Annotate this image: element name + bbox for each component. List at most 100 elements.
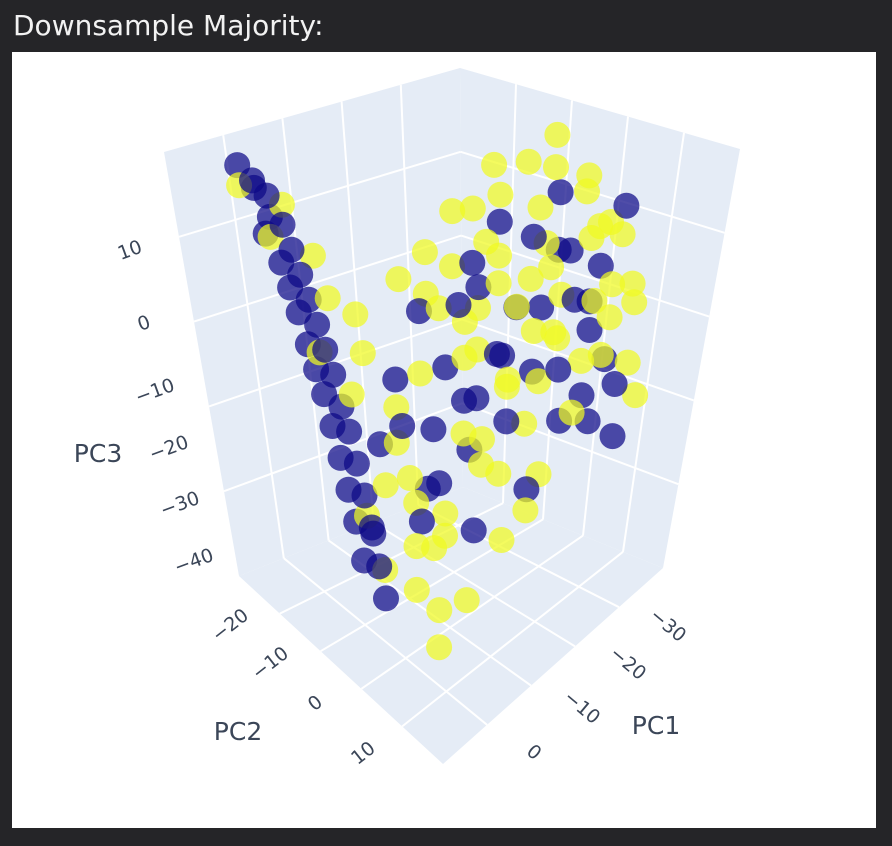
data-point[interactable]: [459, 195, 486, 222]
data-point[interactable]: [373, 585, 399, 612]
data-point[interactable]: [558, 399, 585, 426]
data-point[interactable]: [512, 497, 539, 524]
data-point[interactable]: [295, 286, 322, 313]
data-point[interactable]: [343, 450, 370, 477]
data-point[interactable]: [366, 553, 393, 580]
data-point[interactable]: [407, 360, 434, 387]
data-point[interactable]: [599, 271, 626, 298]
data-point[interactable]: [304, 311, 331, 338]
data-point[interactable]: [320, 361, 347, 388]
data-point[interactable]: [543, 154, 569, 181]
grid-line: [622, 132, 685, 552]
plot-area[interactable]: 10 0 −10 −20 −30 −40 PC3 −20 −10 0 10 PC2 −30 −20 −10 0…: [12, 52, 876, 828]
data-point[interactable]: [493, 408, 520, 435]
data-point[interactable]: [503, 293, 530, 320]
data-point[interactable]: [609, 221, 636, 248]
data-point[interactable]: [528, 294, 555, 321]
data-point[interactable]: [312, 336, 339, 363]
data-point[interactable]: [426, 634, 453, 661]
data-point[interactable]: [544, 121, 571, 148]
data-point[interactable]: [445, 292, 472, 318]
data-point[interactable]: [425, 295, 452, 322]
data-point[interactable]: [481, 151, 508, 178]
data-point[interactable]: [621, 289, 648, 316]
data-point[interactable]: [253, 182, 280, 209]
data-point[interactable]: [287, 261, 314, 288]
data-point[interactable]: [465, 274, 492, 301]
data-point[interactable]: [459, 249, 486, 276]
data-point[interactable]: [488, 527, 515, 553]
data-point[interactable]: [473, 228, 500, 255]
data-point[interactable]: [336, 418, 363, 445]
data-point[interactable]: [545, 356, 572, 383]
data-point[interactable]: [460, 517, 487, 544]
data-point[interactable]: [403, 576, 430, 603]
data-point[interactable]: [406, 298, 432, 325]
data-point[interactable]: [515, 148, 542, 175]
data-point[interactable]: [269, 211, 296, 238]
data-point[interactable]: [587, 341, 614, 368]
data-point[interactable]: [485, 270, 512, 297]
scatter-3d-chart[interactable]: 100−10−20−30−40PC3−20−10010PC2−30−20−100…: [12, 52, 876, 828]
data-point[interactable]: [408, 508, 435, 535]
data-point[interactable]: [453, 587, 480, 614]
y-tick-label: −10: [248, 642, 293, 684]
data-point[interactable]: [613, 192, 640, 219]
data-point[interactable]: [622, 382, 649, 409]
data-point[interactable]: [314, 285, 341, 312]
data-point[interactable]: [358, 514, 385, 541]
data-point[interactable]: [596, 304, 623, 331]
data-point[interactable]: [439, 253, 465, 280]
data-point[interactable]: [439, 198, 466, 225]
data-point[interactable]: [468, 451, 494, 478]
data-point[interactable]: [525, 368, 552, 395]
data-point[interactable]: [389, 413, 416, 439]
data-point[interactable]: [614, 349, 641, 376]
data-point[interactable]: [469, 426, 495, 453]
data-point[interactable]: [351, 482, 378, 509]
data-point[interactable]: [581, 287, 608, 314]
data-point[interactable]: [576, 317, 603, 343]
data-point[interactable]: [342, 301, 369, 328]
data-point[interactable]: [487, 181, 514, 208]
grid-line: [283, 557, 488, 726]
data-point[interactable]: [420, 416, 447, 443]
data-point[interactable]: [513, 476, 540, 503]
data-point[interactable]: [561, 286, 588, 313]
data-point[interactable]: [278, 236, 305, 263]
data-point[interactable]: [299, 242, 326, 269]
data-point[interactable]: [587, 213, 614, 240]
data-point[interactable]: [520, 223, 547, 250]
data-point[interactable]: [385, 266, 412, 293]
grid-line: [178, 150, 461, 238]
data-point[interactable]: [349, 340, 376, 367]
data-point[interactable]: [432, 500, 459, 527]
data-point[interactable]: [403, 533, 430, 560]
data-point[interactable]: [483, 341, 510, 367]
data-point[interactable]: [547, 179, 574, 206]
data-point[interactable]: [426, 470, 453, 497]
data-point[interactable]: [396, 465, 423, 491]
data-point[interactable]: [517, 265, 544, 292]
data-point[interactable]: [372, 472, 399, 499]
data-point[interactable]: [338, 381, 365, 408]
data-point[interactable]: [426, 597, 453, 624]
data-point[interactable]: [451, 344, 478, 371]
data-point[interactable]: [432, 354, 459, 381]
data-point[interactable]: [538, 254, 565, 281]
data-point[interactable]: [486, 208, 513, 235]
data-point[interactable]: [494, 366, 521, 393]
data-point[interactable]: [411, 239, 438, 266]
data-point[interactable]: [432, 522, 458, 549]
x-tick-label: −20: [605, 642, 650, 685]
data-point[interactable]: [382, 366, 409, 393]
data-point[interactable]: [527, 194, 554, 221]
data-point[interactable]: [576, 162, 603, 189]
data-point[interactable]: [601, 371, 628, 397]
data-point[interactable]: [619, 270, 646, 297]
data-point[interactable]: [520, 318, 547, 344]
data-point[interactable]: [599, 423, 626, 450]
data-point[interactable]: [568, 347, 595, 374]
data-point[interactable]: [451, 387, 477, 414]
data-point[interactable]: [540, 319, 567, 346]
